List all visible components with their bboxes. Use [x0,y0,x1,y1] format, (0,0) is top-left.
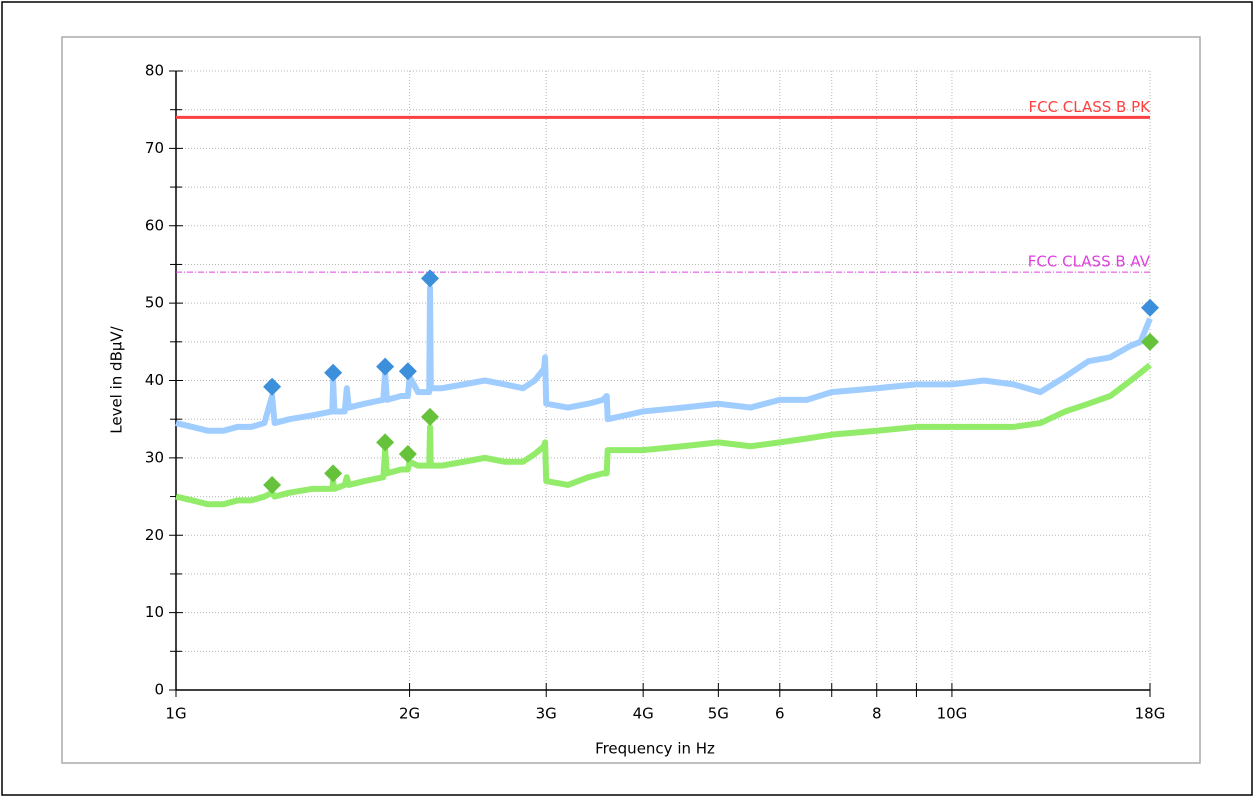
x-tick-label: 18G [1135,705,1166,723]
x-tick-label: 10G [937,705,968,723]
x-tick-label: 6 [775,705,785,723]
x-tick-label: 2G [399,705,420,723]
x-tick-label: 8 [872,705,882,723]
x-tick-label: 1G [165,705,186,723]
marker [263,475,282,494]
y-tick-label: 40 [145,371,164,389]
y-tick-label: 80 [145,62,164,80]
x-axis-label: Frequency in Hz [595,740,715,758]
y-tick-label: 70 [145,139,164,157]
marker [398,445,417,464]
marker [263,377,282,396]
marker [421,269,440,288]
x-tick-label: 4G [633,705,654,723]
marker [398,362,417,381]
marker [1141,298,1159,317]
y-tick-label: 60 [145,216,164,234]
limit-label: FCC CLASS B PK [1028,98,1151,116]
x-tick-label: 3G [536,705,557,723]
marker [324,464,343,483]
marker [376,357,395,376]
y-tick-label: 20 [145,526,164,544]
trace [175,284,1153,434]
marker [376,433,395,452]
y-tick-label: 0 [154,681,164,699]
y-axis-label: Level in dBµV/ [108,325,126,433]
y-tick-label: 10 [145,603,164,621]
marker [1141,332,1159,351]
limit-label: FCC CLASS B AV [1028,253,1151,271]
y-tick-label: 30 [145,448,164,466]
marker [421,407,440,426]
y-tick-label: 50 [145,294,164,312]
trace [175,362,1152,508]
x-tick-label: 5G [708,705,729,723]
marker [324,363,343,382]
panel-frame [61,36,1201,764]
